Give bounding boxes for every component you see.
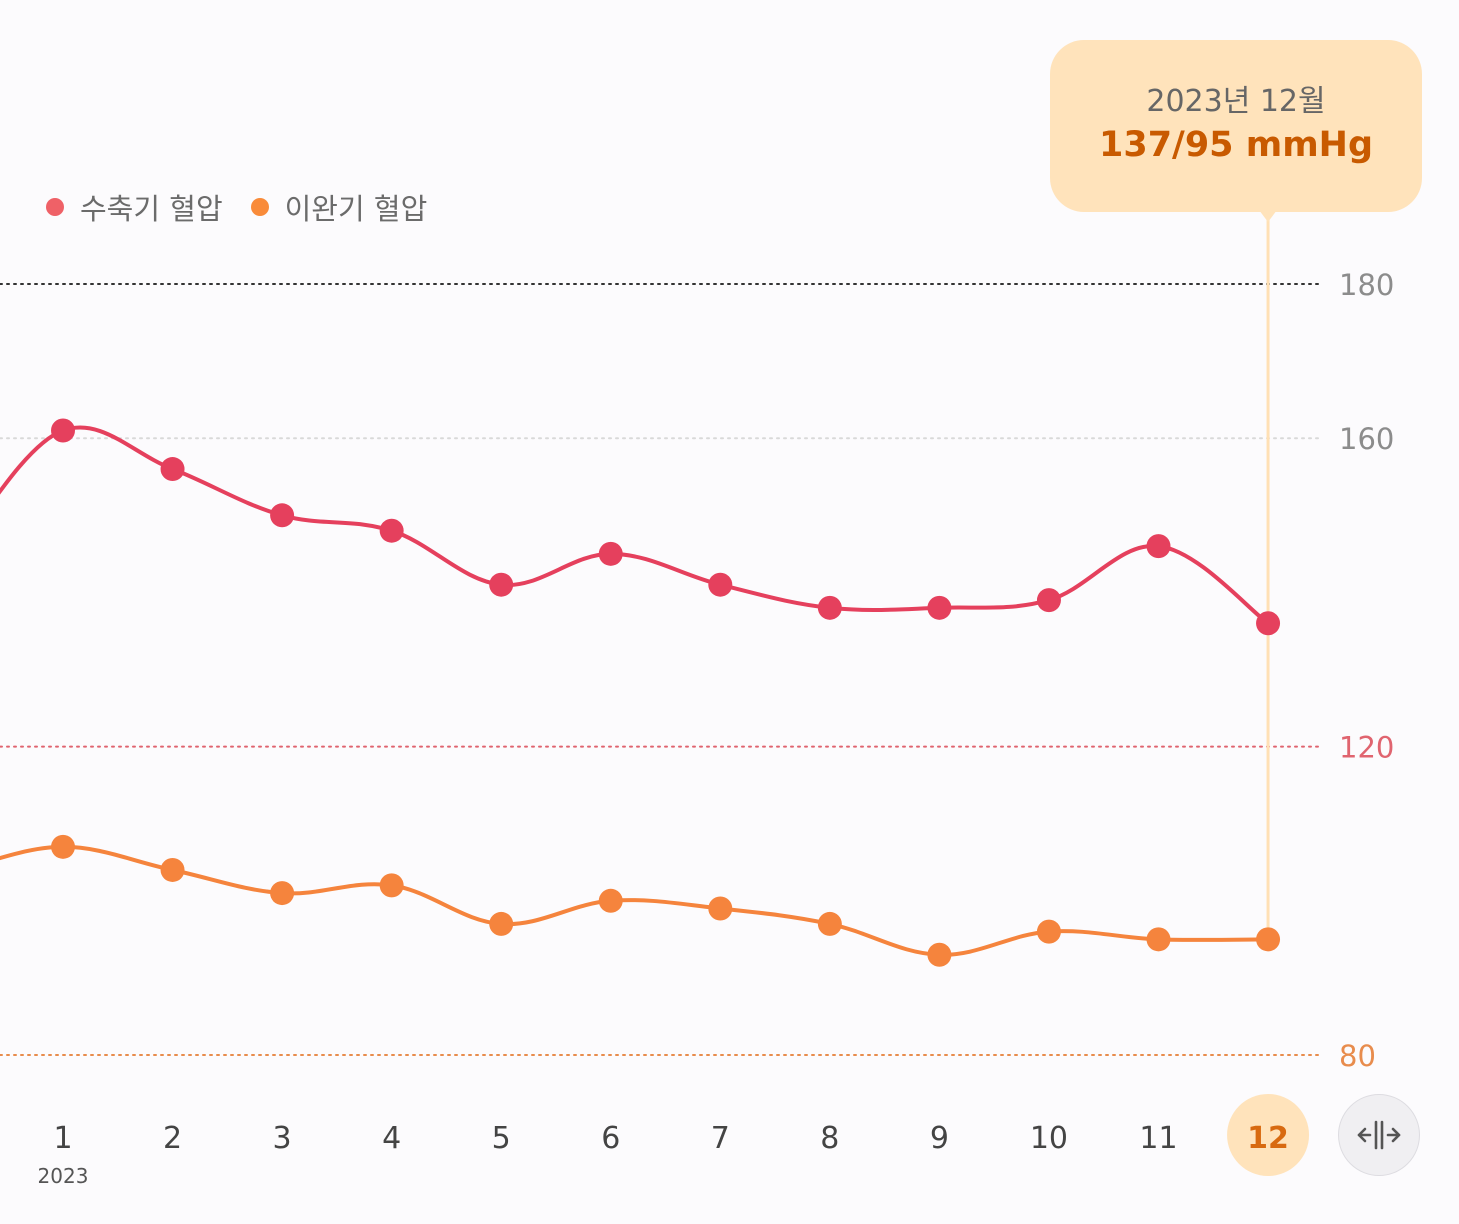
data-point-systolic-1[interactable] [51, 418, 75, 443]
data-point-diastolic-3[interactable] [270, 881, 295, 906]
data-point-systolic-5[interactable] [489, 572, 514, 597]
data-point-diastolic-10[interactable] [1036, 919, 1061, 944]
legend-item-diastolic: 이완기 혈압 [250, 186, 428, 228]
y-tick-label-160: 160 [1339, 422, 1394, 456]
x-tick-label-5[interactable]: 5 [492, 1121, 511, 1156]
series-line-systolic [0, 425, 1270, 626]
data-point-diastolic-7[interactable] [708, 896, 733, 921]
legend-item-systolic: 수축기 혈압 [46, 186, 223, 228]
data-point-diastolic-8[interactable] [817, 911, 842, 936]
x-tick-label-9[interactable]: 9 [930, 1121, 949, 1156]
data-point-systolic-10[interactable] [1036, 588, 1061, 613]
series-line-diastolic [0, 844, 1270, 957]
data-point-systolic-11[interactable] [1146, 534, 1171, 559]
selected-point-tooltip: 2023년 12월 137/95 mmHg [1050, 40, 1422, 212]
tooltip-value: 137/95 mmHg [1098, 125, 1374, 166]
data-point-diastolic-11[interactable] [1146, 927, 1171, 952]
x-axis-year-label: 2023 [38, 1164, 89, 1188]
grid-lines [0, 283, 1321, 1056]
x-tick-label-4[interactable]: 4 [382, 1121, 401, 1156]
y-axis-tick-labels: 180 160 120 80 [1339, 268, 1394, 1073]
data-points [51, 418, 1281, 967]
data-point-diastolic-4[interactable] [379, 873, 404, 898]
x-tick-label-2[interactable]: 2 [163, 1121, 182, 1156]
y-tick-label-80: 80 [1339, 1039, 1376, 1073]
data-point-systolic-6[interactable] [598, 541, 623, 566]
x-tick-label-10[interactable]: 10 [1030, 1121, 1068, 1156]
data-point-diastolic-6[interactable] [598, 888, 623, 913]
x-tick-label-12[interactable]: 12 [1247, 1121, 1289, 1156]
data-point-systolic-8[interactable] [817, 595, 842, 620]
x-tick-label-1[interactable]: 1 [53, 1121, 72, 1156]
expand-horizontal-icon [1357, 1120, 1401, 1150]
data-point-systolic-12[interactable] [1256, 611, 1281, 636]
chart-legend: 수축기 혈압 이완기 혈압 [46, 186, 427, 228]
data-point-diastolic-2[interactable] [160, 857, 185, 882]
data-point-diastolic-9[interactable] [927, 942, 952, 967]
expand-range-button[interactable] [1338, 1094, 1420, 1176]
y-tick-label-180: 180 [1339, 268, 1394, 302]
legend-dot-systolic [46, 198, 64, 216]
data-point-diastolic-1[interactable] [51, 834, 75, 859]
data-point-systolic-9[interactable] [927, 595, 952, 620]
legend-dot-diastolic [250, 198, 269, 216]
data-point-diastolic-12[interactable] [1256, 927, 1281, 952]
legend-label-systolic: 수축기 혈압 [80, 192, 223, 226]
selected-month-highlight[interactable] [1227, 1094, 1310, 1176]
x-tick-label-8[interactable]: 8 [820, 1121, 839, 1156]
tooltip-pointer [1259, 210, 1277, 222]
data-point-systolic-3[interactable] [270, 503, 295, 528]
data-point-diastolic-5[interactable] [489, 911, 514, 936]
data-point-systolic-7[interactable] [708, 572, 733, 597]
tooltip-date: 2023년 12월 [1146, 83, 1326, 119]
legend-label-diastolic: 이완기 혈압 [284, 192, 428, 226]
data-point-systolic-2[interactable] [160, 457, 185, 482]
x-tick-label-3[interactable]: 3 [273, 1121, 292, 1156]
x-tick-label-7[interactable]: 7 [711, 1121, 730, 1156]
data-point-systolic-4[interactable] [379, 518, 404, 543]
x-tick-label-6[interactable]: 6 [601, 1121, 620, 1156]
y-tick-label-120: 120 [1339, 731, 1394, 765]
x-tick-label-11[interactable]: 11 [1139, 1121, 1177, 1156]
series-lines [0, 425, 1270, 957]
